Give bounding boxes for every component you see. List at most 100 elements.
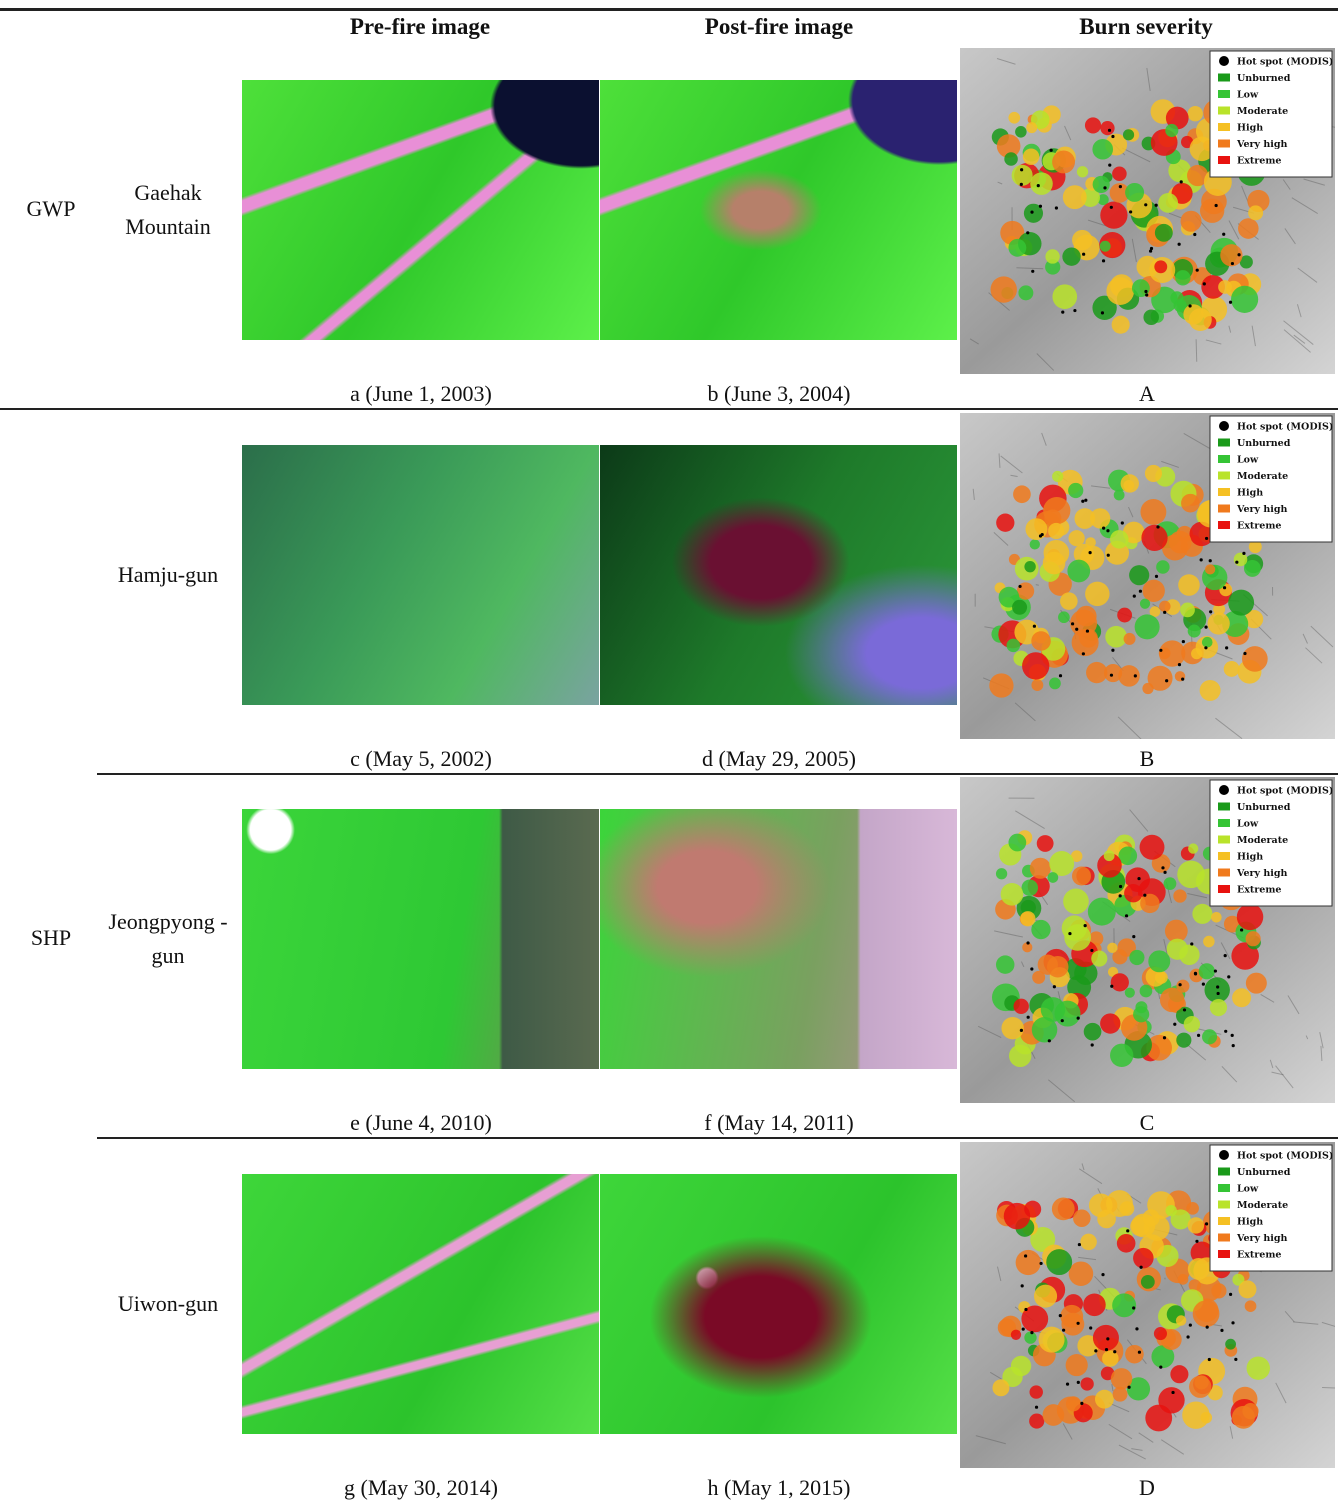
burn-patch: [1164, 877, 1177, 890]
burn-patch: [1143, 579, 1165, 601]
burn-patch: [1129, 565, 1149, 585]
hot-spot: [1020, 168, 1023, 171]
legend-symbol: [1219, 56, 1229, 66]
legend-swatch: [1218, 1167, 1230, 1175]
hot-spot: [1178, 663, 1181, 666]
hot-spot: [1080, 1401, 1083, 1404]
burn-patch: [1093, 1324, 1119, 1350]
hot-spot: [1089, 1326, 1092, 1329]
burn-patch: [1023, 148, 1040, 165]
burn-patch: [1112, 166, 1127, 181]
burn-patch: [1074, 508, 1095, 529]
hot-spot: [1113, 1350, 1116, 1353]
hot-spot: [1077, 1016, 1080, 1019]
burn-patch: [1145, 464, 1162, 481]
site-label: Gaehak Mountain: [98, 176, 238, 244]
hot-spot: [1077, 1380, 1080, 1383]
burn-patch: [996, 955, 1014, 973]
burn-patch: [1114, 489, 1125, 500]
burn-patch: [1046, 1249, 1072, 1275]
burn-patch: [1224, 661, 1240, 677]
burn-patch: [1166, 1205, 1177, 1216]
hot-spot: [1237, 253, 1240, 256]
burn-patch: [1180, 602, 1195, 617]
burn-patch: [1058, 611, 1070, 623]
legend-swatch: [1218, 140, 1230, 148]
legend-swatch: [1218, 819, 1230, 827]
burn-patch: [1188, 106, 1203, 121]
hot-spot: [1035, 1405, 1038, 1408]
burn-patch: [1022, 879, 1039, 896]
burn-patch: [1031, 631, 1051, 651]
hot-spot: [1188, 304, 1191, 307]
hot-spot: [1224, 954, 1227, 957]
hot-spot: [1027, 1016, 1030, 1019]
burn-patch: [1141, 524, 1167, 550]
legend-swatch: [1218, 123, 1230, 131]
hot-spot: [1231, 1321, 1234, 1324]
burn-patch: [1072, 629, 1099, 656]
legend-swatch: [1218, 488, 1230, 496]
burn-patch: [1026, 518, 1048, 540]
hot-spot: [1137, 877, 1140, 880]
legend-label: Low: [1237, 90, 1259, 101]
burn-patch: [1182, 1401, 1209, 1428]
pre-fire-image: [242, 445, 599, 705]
burn-patch: [1069, 530, 1085, 546]
hot-spot: [1223, 586, 1226, 589]
burn-patch: [1110, 530, 1129, 549]
hot-spot: [1111, 648, 1114, 651]
burn-patch: [1140, 894, 1159, 913]
post-fire-image: [600, 445, 957, 705]
legend-symbol: [1219, 785, 1229, 795]
hot-spot: [1159, 1365, 1162, 1368]
burn-patch: [1120, 1201, 1135, 1216]
burn-patch: [1030, 172, 1053, 195]
hot-spot: [1194, 972, 1197, 975]
hot-spot: [1229, 1292, 1232, 1295]
legend-swatch: [1218, 107, 1230, 115]
legend-swatch: [1218, 852, 1230, 860]
hot-spot: [1073, 309, 1076, 312]
post-fire-image: [600, 1174, 957, 1434]
burn-patch: [1225, 1338, 1236, 1349]
hot-spot: [1110, 673, 1113, 676]
hot-spot: [1189, 1323, 1192, 1326]
burn-patch: [1123, 129, 1134, 140]
burn-patch: [1247, 1356, 1270, 1379]
hot-spot: [1076, 1321, 1079, 1324]
hot-spot: [1030, 967, 1033, 970]
burn-patch: [1173, 889, 1186, 902]
burn-patch: [1218, 280, 1232, 294]
hot-spot: [1159, 648, 1162, 651]
hot-spot: [1108, 129, 1111, 132]
burn-patch: [992, 1379, 1009, 1396]
legend-label: Hot spot (MODIS): [1237, 1150, 1333, 1161]
top-rule: [0, 8, 1338, 11]
burn-patch: [1055, 1001, 1081, 1027]
burn-patch: [1117, 607, 1132, 622]
burn-patch: [1178, 1273, 1189, 1284]
hot-spot: [1200, 558, 1203, 561]
hot-spot: [1155, 574, 1158, 577]
legend-label: Low: [1237, 819, 1259, 830]
legend-label: Unburned: [1237, 438, 1291, 449]
burn-patch: [1104, 850, 1115, 861]
legend-label: Very high: [1236, 139, 1288, 150]
burn-patch: [1192, 904, 1212, 924]
burn-patch: [1129, 950, 1144, 965]
column-header: Pre-fire image: [240, 14, 600, 40]
legend-label: Very high: [1236, 868, 1288, 879]
burn-patch: [1183, 304, 1203, 324]
legend-swatch: [1218, 521, 1230, 529]
burn-patch: [1100, 1013, 1120, 1033]
hot-spot: [1227, 975, 1230, 978]
hot-spot: [1144, 203, 1147, 206]
hot-spot: [1138, 1350, 1141, 1353]
legend-swatch: [1218, 471, 1230, 479]
hot-spot: [1234, 1357, 1237, 1360]
hot-spot: [1139, 589, 1142, 592]
post-fire-image: [600, 809, 957, 1069]
burn-patch: [1011, 1329, 1021, 1339]
